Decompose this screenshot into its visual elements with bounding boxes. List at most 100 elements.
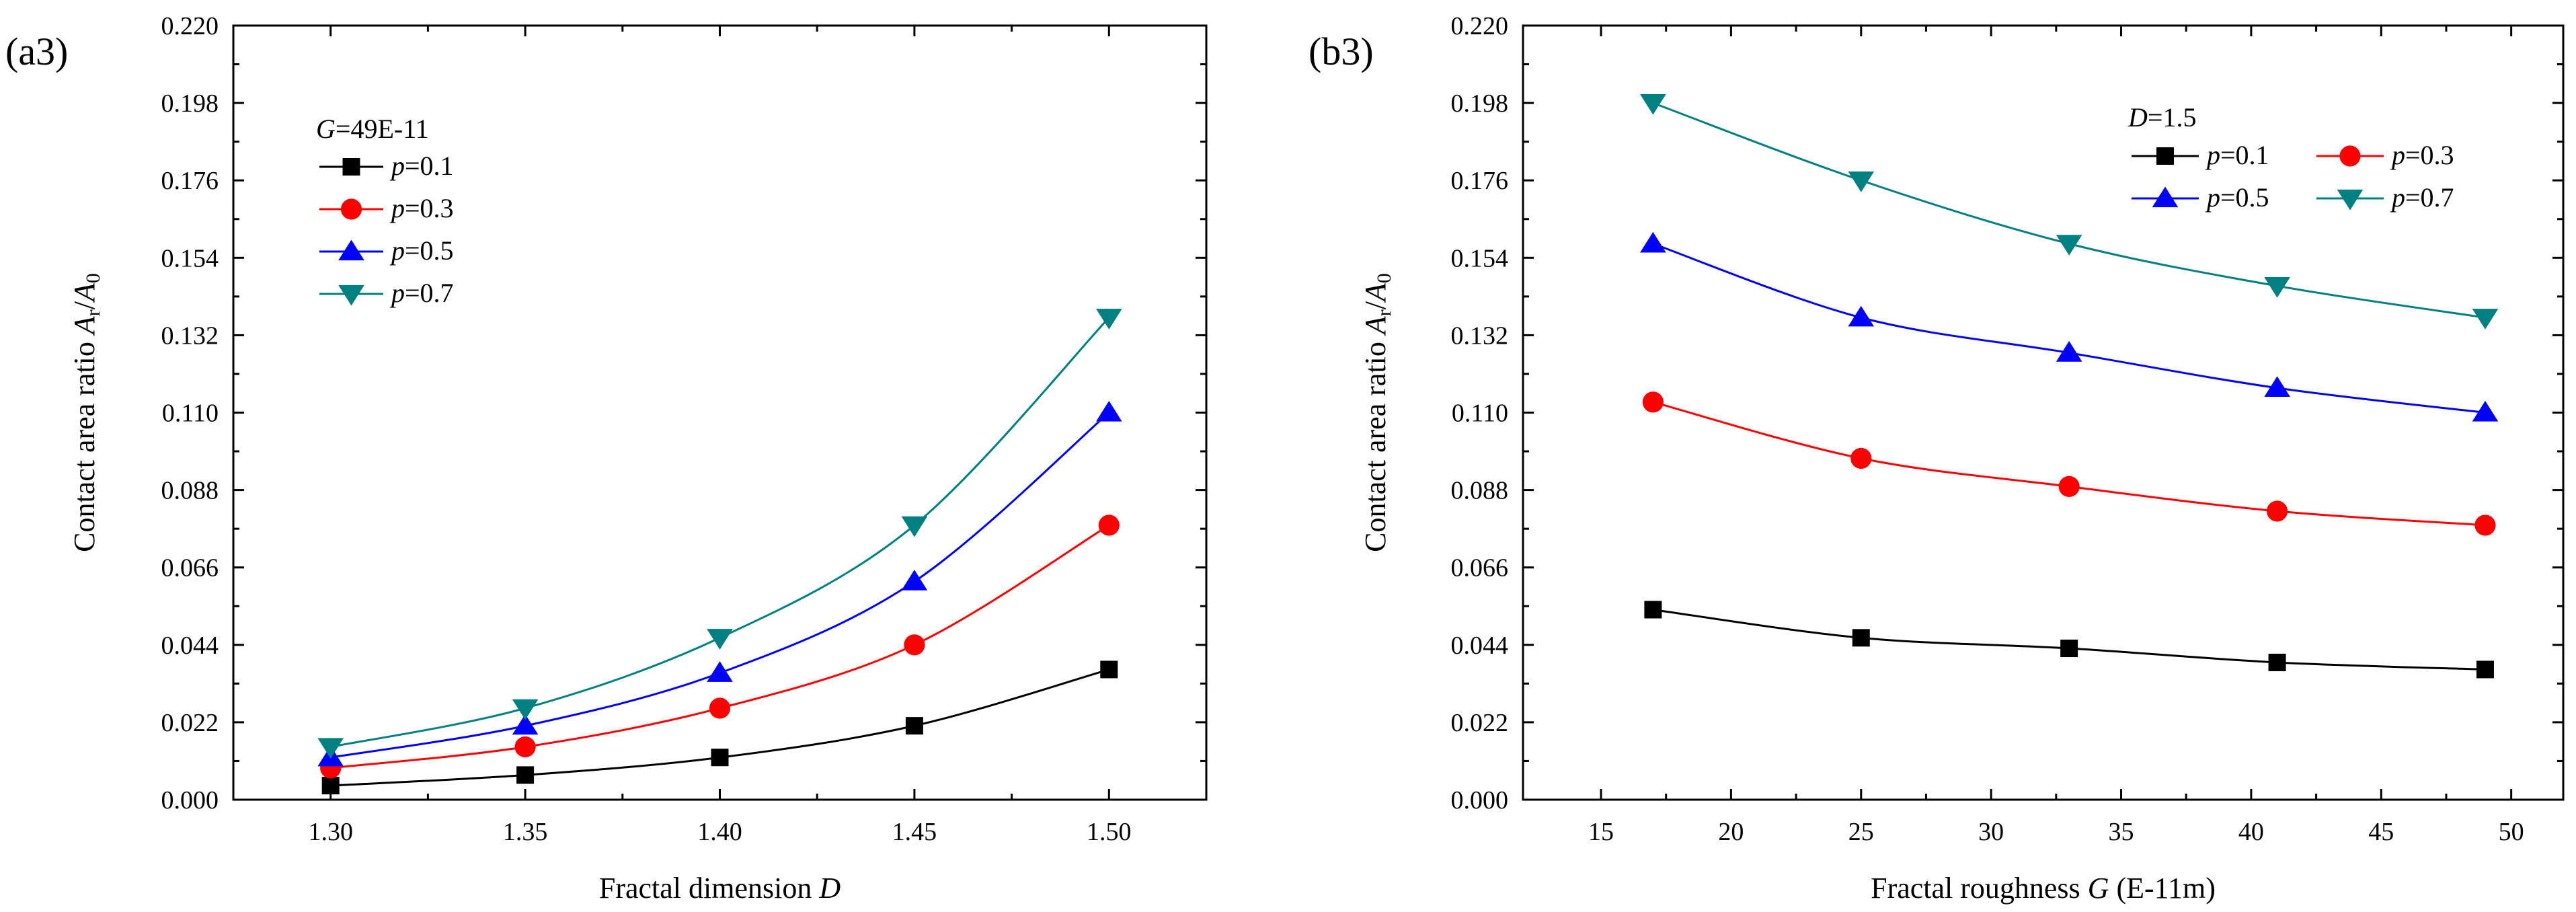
legend-label: p=0.3 xyxy=(389,193,454,223)
x-tick-label: 30 xyxy=(1978,818,2004,846)
y-tick-label: 0.176 xyxy=(161,167,219,195)
legend-marker xyxy=(2156,147,2174,165)
panel-label: (a3) xyxy=(5,30,68,73)
data-point-s1-4 xyxy=(2268,653,2286,671)
series-line-4 xyxy=(1652,102,2486,319)
legend-marker xyxy=(342,158,360,176)
y-tick-label: 0.022 xyxy=(161,709,219,737)
series-line-1 xyxy=(330,668,1109,787)
legend-label: p=0.5 xyxy=(389,235,454,266)
x-tick-label: 1.50 xyxy=(1087,818,1132,846)
data-point-s3-4 xyxy=(2264,376,2290,397)
y-tick-label: 0.044 xyxy=(161,632,219,660)
data-point-s2-5 xyxy=(1098,515,1120,536)
data-point-s2-4 xyxy=(904,634,925,656)
data-point-s3-3 xyxy=(707,661,733,682)
data-point-s4-1 xyxy=(1640,93,1666,115)
x-tick-label: 15 xyxy=(1588,818,1614,846)
data-point-s1-3 xyxy=(711,749,729,767)
legend-marker xyxy=(340,198,362,220)
data-point-s4-1 xyxy=(317,738,344,759)
legend-label: p=0.5 xyxy=(2205,182,2269,213)
y-tick-label: 0.000 xyxy=(161,786,219,814)
data-point-s2-1 xyxy=(1642,391,1664,413)
data-point-s3-5 xyxy=(2472,400,2499,422)
legend-label: p=0.1 xyxy=(2205,140,2269,170)
data-point-s4-4 xyxy=(901,516,928,537)
y-axis-label: Contact area ratio Ar/A0 xyxy=(68,273,104,552)
x-axis-label: Fractal roughness G (E-11m) xyxy=(1871,872,2216,905)
x-tick-label: 1.35 xyxy=(503,818,548,846)
legend-title: D=1.5 xyxy=(2128,102,2196,132)
x-tick-label: 1.30 xyxy=(308,818,353,846)
x-axis-label: Fractal dimension D xyxy=(599,872,841,905)
data-point-s1-5 xyxy=(2476,660,2494,679)
data-point-s1-4 xyxy=(905,717,923,735)
data-point-s3-2 xyxy=(512,714,539,735)
y-tick-label: 0.088 xyxy=(1451,477,1509,505)
x-tick-label: 25 xyxy=(1848,818,1874,846)
y-tick-label: 0.220 xyxy=(161,12,219,40)
series-line-2 xyxy=(1652,401,2486,527)
x-tick-label: 50 xyxy=(2499,818,2524,846)
x-tick-label: 45 xyxy=(2368,818,2394,846)
data-point-s2-2 xyxy=(1850,447,1872,469)
data-point-s3-1 xyxy=(1640,231,1666,253)
data-point-s3-4 xyxy=(901,570,928,591)
chart-panel-2: 0.000 0.022 0.044 0.066 0.088 0.110 0.132 0.154… xyxy=(1309,12,2565,905)
data-point-s1-2 xyxy=(1852,629,1870,647)
data-point-s1-2 xyxy=(516,766,535,784)
x-tick-label: 1.45 xyxy=(892,818,937,846)
data-point-s1-1 xyxy=(321,777,340,795)
legend-label: p=0.1 xyxy=(389,151,454,181)
legend-label: p=0.7 xyxy=(2390,182,2454,213)
data-point-s4-5 xyxy=(1095,309,1122,330)
data-point-s3-5 xyxy=(1095,400,1122,422)
chart-panel-1: 0.000 0.022 0.044 0.066 0.088 0.110 0.132 0.154… xyxy=(5,12,1208,905)
y-tick-label: 0.198 xyxy=(1451,89,1509,118)
data-point-s4-3 xyxy=(707,629,733,650)
data-point-s2-3 xyxy=(709,697,731,719)
y-axis-label: Contact area ratio Ar/A0 xyxy=(1359,273,1395,552)
data-point-s2-3 xyxy=(2058,476,2080,497)
x-tick-label: 1.40 xyxy=(697,818,742,846)
x-tick-label: 40 xyxy=(2238,818,2264,846)
data-point-s4-2 xyxy=(1848,172,1875,192)
y-tick-label: 0.132 xyxy=(1451,321,1509,350)
series-line-1 xyxy=(1653,608,2486,671)
data-point-s4-5 xyxy=(2472,309,2499,330)
y-tick-label: 0.220 xyxy=(1451,12,1509,40)
y-tick-label: 0.066 xyxy=(1451,554,1509,582)
y-tick-label: 0.198 xyxy=(161,89,219,118)
data-point-s2-2 xyxy=(514,736,536,758)
legend-label: p=0.3 xyxy=(2390,140,2454,170)
legend-marker xyxy=(2337,189,2364,211)
y-tick-label: 0.176 xyxy=(1451,167,1509,195)
data-point-s1-1 xyxy=(1644,601,1662,619)
x-tick-label: 35 xyxy=(2109,818,2134,846)
y-tick-label: 0.110 xyxy=(162,400,219,428)
legend-marker xyxy=(338,284,364,306)
y-tick-label: 0.022 xyxy=(1451,709,1509,737)
y-tick-label: 0.066 xyxy=(161,554,219,582)
series-line-4 xyxy=(330,317,1110,748)
data-point-s1-5 xyxy=(1100,660,1118,679)
legend-label: p=0.7 xyxy=(389,278,454,308)
data-point-s1-3 xyxy=(2060,640,2078,658)
data-point-s2-5 xyxy=(2474,515,2496,536)
x-tick-label: 20 xyxy=(1718,818,1744,846)
data-point-s4-3 xyxy=(2056,235,2082,256)
y-tick-label: 0.154 xyxy=(1451,244,1509,272)
legend-marker xyxy=(338,239,364,261)
data-point-s4-4 xyxy=(2264,276,2290,298)
data-point-s3-3 xyxy=(2056,341,2082,362)
y-tick-label: 0.088 xyxy=(161,477,219,505)
series-line-3 xyxy=(1652,242,2486,414)
y-tick-label: 0.154 xyxy=(161,244,219,272)
data-point-s2-4 xyxy=(2266,500,2288,522)
legend-marker xyxy=(2152,186,2179,208)
legend-title: G=49E-11 xyxy=(316,114,429,144)
panel-label: (b3) xyxy=(1309,30,1374,73)
y-tick-label: 0.044 xyxy=(1451,632,1509,660)
